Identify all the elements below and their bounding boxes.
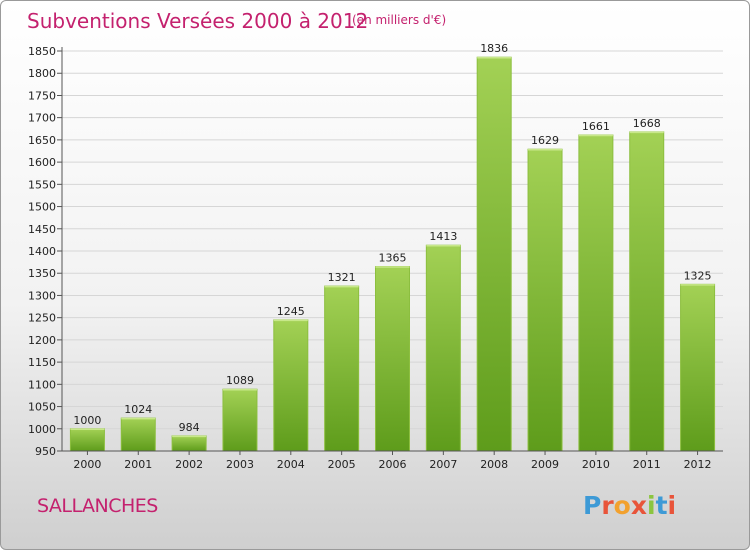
logo-letter: r [601, 491, 614, 520]
y-tick-label: 1800 [28, 67, 56, 80]
bar-value-label: 1000 [73, 414, 101, 427]
bars-group: 1000 1024 984 1089 1245 1321 1365 1413 1836 1629 1… [69, 42, 716, 452]
y-tick-label: 950 [35, 445, 56, 458]
y-tick-label: 1350 [28, 267, 56, 280]
bar-value-label: 1245 [277, 305, 305, 318]
bar-2003 [222, 388, 258, 452]
bar-value-label: 1668 [633, 117, 661, 130]
y-tick-label: 1850 [28, 45, 56, 58]
chart-subtitle: (en milliers d'€) [352, 13, 447, 27]
x-tick-label: 2005 [328, 458, 356, 471]
x-tick-label: 2002 [175, 458, 203, 471]
x-tick-label: 2000 [73, 458, 101, 471]
bar-2006 [375, 266, 410, 452]
y-tick-label: 1550 [28, 178, 56, 191]
y-tick-label: 1050 [28, 401, 56, 414]
bar-value-label: 1321 [328, 271, 356, 284]
y-tick-label: 1700 [28, 112, 56, 125]
y-tick-label: 1200 [28, 334, 56, 347]
bar-2008 [476, 56, 512, 452]
x-tick-label: 2012 [684, 458, 712, 471]
y-tick-label: 1300 [28, 289, 56, 302]
x-tick-label: 2003 [226, 458, 254, 471]
bar-value-label: 1661 [582, 120, 610, 133]
logo-letter: t [655, 491, 668, 520]
y-tick-label: 1600 [28, 156, 56, 169]
bar-2010 [578, 134, 614, 452]
y-tick-label: 1750 [28, 89, 56, 102]
bar-value-label: 1629 [531, 134, 559, 147]
bar-value-label: 1089 [226, 374, 254, 387]
x-tick-label: 2007 [429, 458, 457, 471]
bar-2002 [171, 435, 207, 452]
x-tick-label: 2008 [480, 458, 508, 471]
commune-name: SALLANCHES [37, 495, 158, 517]
logo-letter: P [583, 491, 602, 520]
bar-value-label: 1024 [124, 403, 152, 416]
logo-letter: o [613, 491, 631, 520]
x-tick-label: 2001 [124, 458, 152, 471]
logo-letter: i [667, 491, 677, 520]
logo-letter: x [630, 491, 647, 520]
bar-2007 [425, 244, 461, 452]
y-tick-label: 1150 [28, 356, 56, 369]
y-tick-label: 1650 [28, 134, 56, 147]
x-tick-label: 2004 [277, 458, 305, 471]
chart-title: Subventions Versées 2000 à 2012 [27, 9, 369, 33]
x-tick-label: 2010 [582, 458, 610, 471]
bar-value-label: 1325 [684, 269, 712, 282]
bar-2005 [324, 285, 360, 452]
x-tick-label: 2009 [531, 458, 559, 471]
bar-value-label: 1836 [480, 42, 508, 55]
bar-2012 [680, 283, 716, 452]
y-tick-label: 1500 [28, 201, 56, 214]
y-tick-label: 1400 [28, 245, 56, 258]
logo-letter: i [647, 491, 656, 520]
bar-value-label: 984 [179, 421, 200, 434]
y-tick-label: 1450 [28, 223, 56, 236]
proxiti-logo: Proxiti [583, 491, 676, 520]
y-tick-label: 1100 [28, 378, 56, 391]
bar-2004 [273, 319, 309, 452]
bar-2001 [120, 417, 156, 452]
x-tick-label: 2011 [633, 458, 661, 471]
x-tick-label: 2006 [379, 458, 407, 471]
bar-2000 [69, 428, 105, 452]
y-tick-label: 1250 [28, 312, 56, 325]
y-axis-ticks: 950 1000 1050 1100 1150 1200 1250 1300 1350 1400 1… [28, 45, 62, 458]
bar-value-label: 1413 [429, 230, 457, 243]
bar-value-label: 1365 [379, 252, 407, 265]
axes [61, 47, 723, 452]
y-tick-label: 1000 [28, 423, 56, 436]
x-axis-ticks: 2000 2001 2002 2003 2004 2005 2006 2007 2008 2009… [73, 451, 712, 471]
bar-2009 [527, 148, 563, 452]
bar-2011 [629, 131, 665, 452]
